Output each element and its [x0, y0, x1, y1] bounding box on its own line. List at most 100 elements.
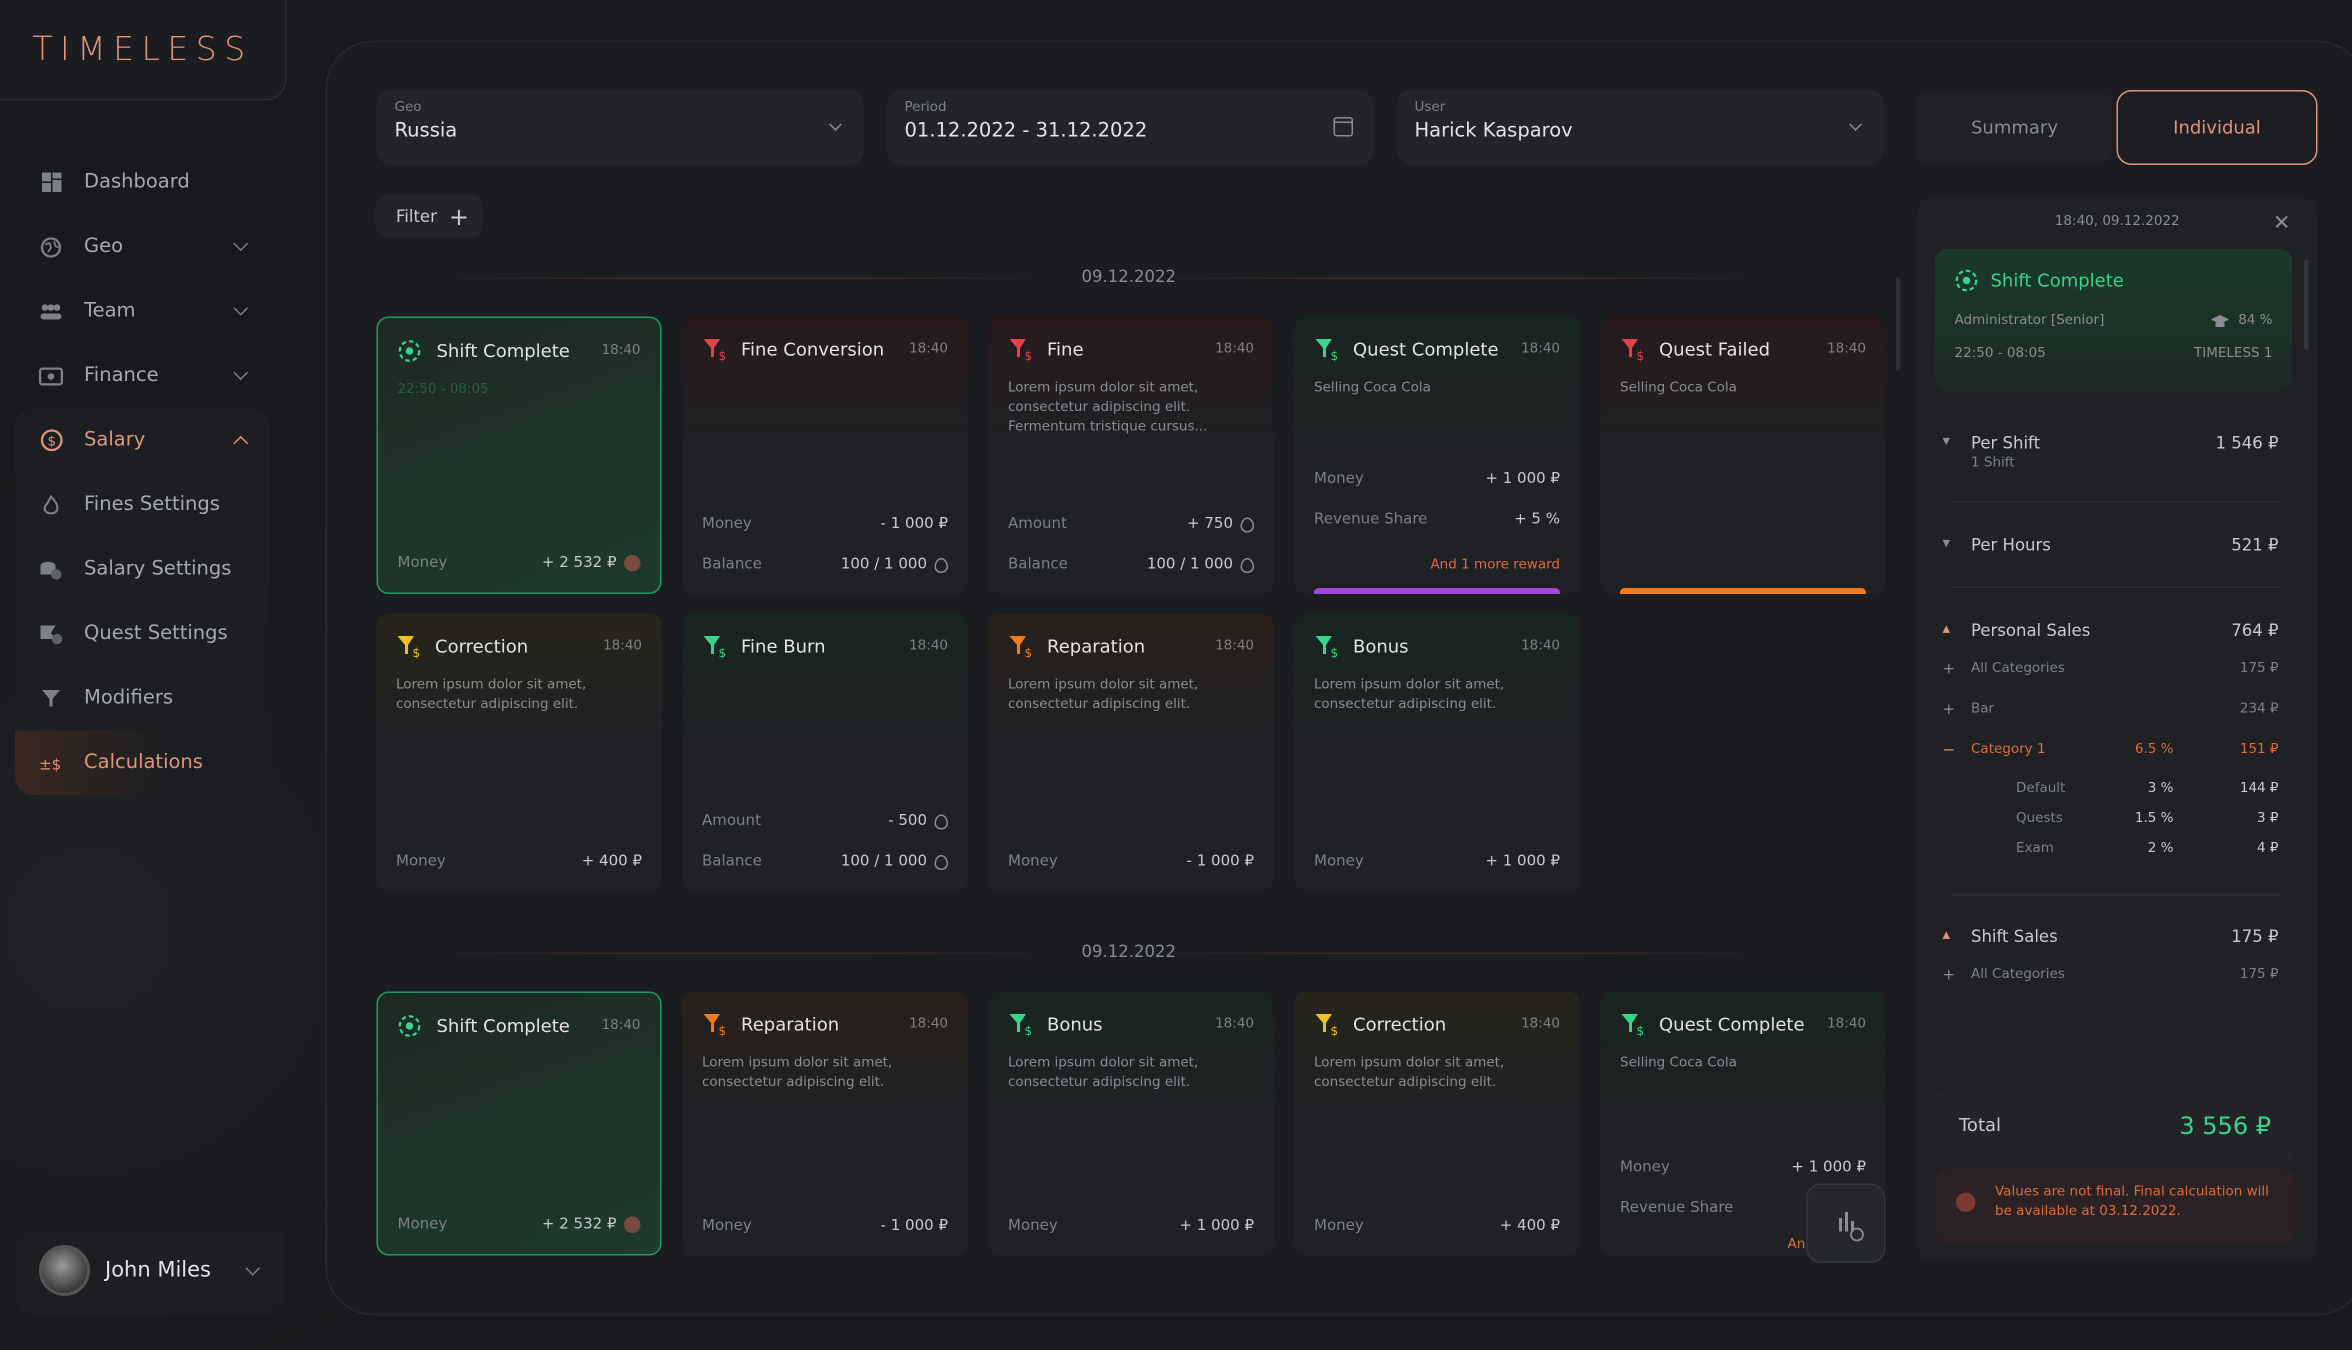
line-value: 764 ₽: [2231, 621, 2279, 641]
period-picker[interactable]: Period 01.12.2022 - 31.12.2022: [886, 90, 1374, 165]
event-card[interactable]: $ Fine 18:40 Lorem ipsum dolor sit amet, co…: [988, 316, 1274, 594]
sidebar-item-geo[interactable]: Geo: [15, 215, 270, 280]
line-label: Exam: [2016, 841, 2054, 857]
event-card[interactable]: $ Correction 18:40 Lorem ipsum dolor sit am…: [1294, 991, 1580, 1256]
row-label: Amount: [702, 813, 761, 830]
event-card[interactable]: $ Bonus 18:40 Lorem ipsum dolor sit amet, c…: [1294, 613, 1580, 891]
event-card[interactable]: $ Fine Conversion 18:40 Money - 1 000 ₽ Balan…: [682, 316, 968, 594]
line-label: Quests: [2016, 811, 2063, 827]
row-label: Balance: [1008, 556, 1068, 574]
user-menu[interactable]: John Miles: [15, 1227, 285, 1314]
card-row: Money + 1 000 ₽: [1008, 1218, 1254, 1235]
event-card[interactable]: $ Quest Complete 18:40 Selling Coca Cola Mon…: [1294, 316, 1580, 594]
money-filter-icon: $: [702, 635, 729, 659]
salary-nav-group: $ Salary Fines Settings Salary Settings …: [15, 408, 270, 795]
sidebar-item-fines-settings[interactable]: Fines Settings: [15, 473, 270, 538]
event-card[interactable]: $ Reparation 18:40 Lorem ipsum dolor sit am…: [682, 991, 968, 1256]
caret-down-icon: ▾: [1942, 535, 1951, 553]
caret-up-icon: ▴: [1942, 621, 1951, 638]
individual-tab[interactable]: Individual: [2116, 90, 2318, 165]
row-value: + 1 000 ₽: [1485, 471, 1560, 488]
sidebar-item-finance[interactable]: Finance: [15, 344, 270, 409]
card-time: 18:40: [1215, 639, 1254, 654]
row-label: Revenue Share: [1620, 1200, 1734, 1217]
panel-scrollbar[interactable]: [2304, 259, 2309, 350]
line-default: Default 3 % 144 ₽: [2016, 782, 2279, 797]
total-row: Total 3 556 ₽: [1935, 1089, 2295, 1161]
row-value: - 1 000 ₽: [1186, 853, 1254, 871]
chevron-down-icon: [233, 236, 249, 252]
plus-icon: +: [448, 201, 469, 231]
chart-coin-button[interactable]: [1806, 1183, 1886, 1263]
flame-icon: [1240, 516, 1254, 532]
card-time: 18:40: [1521, 1017, 1560, 1032]
date-separator: 09.12.2022: [375, 942, 1883, 963]
row-label: Money: [396, 853, 446, 871]
sidebar-item-calculations[interactable]: ±$ Calculations: [15, 730, 270, 795]
event-card[interactable]: Shift Complete 18:40 Money + 2 532 ₽: [376, 991, 662, 1256]
line-all-categories[interactable]: + All Categories 175 ₽: [1943, 968, 2279, 985]
line-value: 144 ₽: [2239, 781, 2279, 797]
event-card[interactable]: $ Bonus 18:40 Lorem ipsum dolor sit amet, c…: [988, 991, 1274, 1256]
money-filter-icon: $: [1620, 338, 1647, 362]
card-row: Revenue Share: [1620, 1200, 1866, 1217]
sidebar-item-dashboard[interactable]: Dashboard: [15, 150, 270, 215]
plus-icon: +: [1942, 661, 1956, 679]
event-card[interactable]: $ Quest Failed 18:40 Selling Coca Cola: [1600, 316, 1886, 594]
warning-text: Values are not final. Final calculation …: [1995, 1185, 2269, 1220]
globe-icon: [39, 235, 63, 259]
line-label: Category 1: [1971, 742, 2046, 758]
info-icon[interactable]: [624, 555, 641, 572]
line-per-shift[interactable]: ▾ Per Shift 1 546 ₽: [1943, 434, 2279, 454]
sidebar-item-salary[interactable]: $ Salary: [15, 408, 270, 473]
line-value: 3 ₽: [2257, 811, 2279, 827]
card-row: Money + 1 000 ₽: [1620, 1160, 1866, 1177]
sidebar-item-quest-settings[interactable]: Quest Settings: [15, 602, 270, 667]
geo-select[interactable]: Geo Russia: [376, 90, 864, 165]
info-icon[interactable]: [624, 1216, 641, 1233]
date-separator: 09.12.2022: [375, 267, 1883, 288]
close-icon[interactable]: ✕: [2272, 211, 2291, 236]
line-bar[interactable]: + Bar 234 ₽: [1943, 702, 2279, 719]
line-category-1[interactable]: − Category 1 6.5 % 151 ₽: [1943, 742, 2279, 760]
money-filter-icon: $: [1008, 635, 1035, 659]
line-shift-sales[interactable]: ▴ Shift Sales 175 ₽: [1943, 927, 2279, 947]
filter-button[interactable]: Filter +: [375, 195, 483, 237]
event-card[interactable]: $ Correction 18:40 Lorem ipsum dolor sit am…: [376, 613, 662, 891]
line-all-categories[interactable]: + All Categories 175 ₽: [1943, 662, 2279, 679]
brand-name: TIMELESS: [32, 30, 253, 69]
detail-org: TIMELESS 1: [2194, 346, 2273, 362]
sidebar-item-salary-settings[interactable]: Salary Settings: [15, 537, 270, 602]
more-rewards-link[interactable]: And 1 more reward: [1430, 558, 1560, 573]
line-per-hours[interactable]: ▾ Per Hours 521 ₽: [1943, 536, 2279, 556]
sidebar-item-team[interactable]: Team: [15, 279, 270, 344]
event-card[interactable]: $ Fine Burn 18:40 Amount - 500 Balance 100 / 1…: [682, 613, 968, 891]
money-filter-icon: $: [1008, 338, 1035, 362]
shift-complete-icon: [1955, 269, 1979, 293]
card-title: Shift Complete: [436, 1015, 570, 1037]
row-value: - 500: [888, 813, 927, 830]
line-pct: 2 %: [2147, 841, 2174, 857]
event-card[interactable]: Shift Complete 18:40 22:50 - 08:05 Money + 2…: [376, 316, 662, 594]
chevron-up-icon: [233, 435, 249, 451]
line-personal-sales[interactable]: ▴ Personal Sales 764 ₽: [1943, 621, 2279, 641]
sidebar-item-label: Calculations: [84, 751, 203, 775]
card-description: Selling Coca Cola: [1620, 381, 1737, 396]
line-value: 234 ₽: [2239, 702, 2279, 717]
card-title: Quest Complete: [1353, 339, 1499, 360]
info-icon: [1956, 1192, 1976, 1212]
summary-tab[interactable]: Summary: [1917, 90, 2112, 165]
svg-text:$: $: [1025, 646, 1033, 659]
quest-coins-icon: [39, 622, 63, 646]
detail-role-pct: 84 %: [2238, 313, 2273, 329]
row-value: + 2 532 ₽: [541, 555, 617, 572]
user-select[interactable]: User Harick Kasparov: [1396, 90, 1884, 165]
brand-logo[interactable]: TIMELESS: [0, 0, 287, 101]
calendar-icon[interactable]: [1333, 117, 1353, 137]
event-card[interactable]: $ Reparation 18:40 Lorem ipsum dolor sit am…: [988, 613, 1274, 891]
card-description: Lorem ipsum dolor sit amet, consectetur …: [396, 678, 587, 713]
scrollbar[interactable]: [1896, 277, 1901, 371]
svg-text:$: $: [719, 1024, 727, 1037]
sidebar-item-modifiers[interactable]: Modifiers: [15, 666, 270, 731]
card-row: Money + 1 000 ₽: [1314, 471, 1560, 488]
